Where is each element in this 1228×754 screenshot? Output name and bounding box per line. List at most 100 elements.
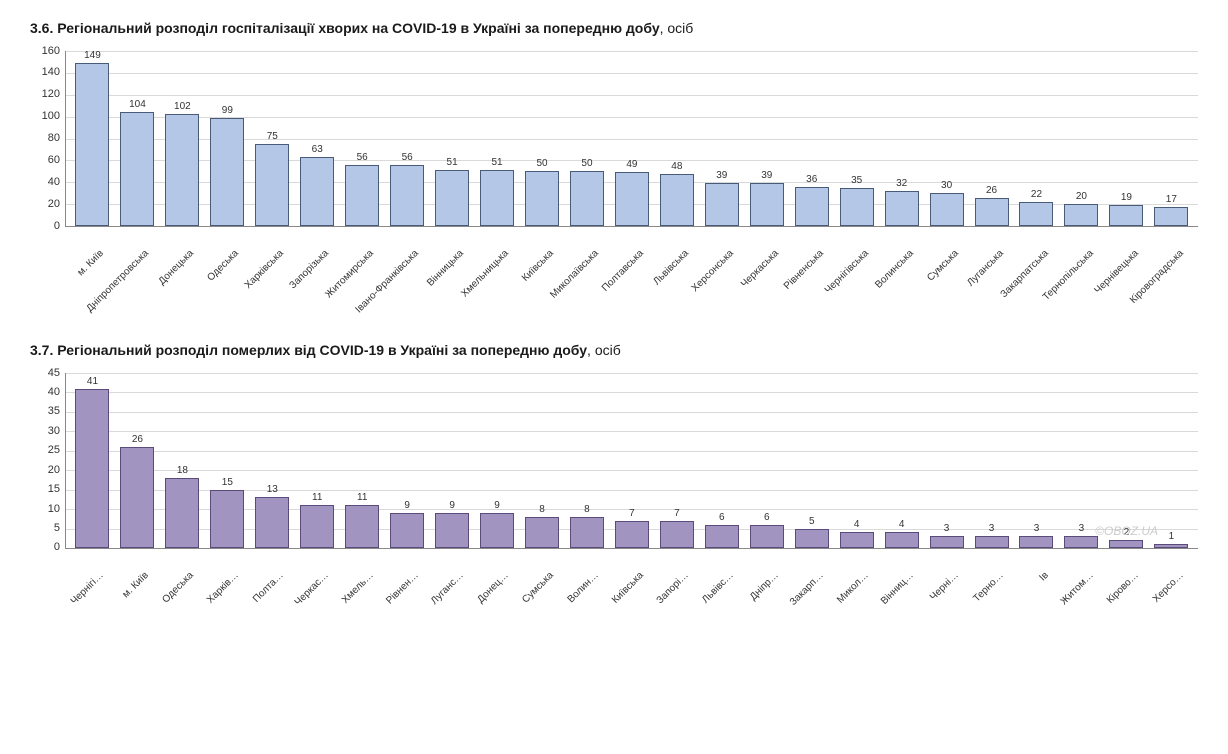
bar-wrap: 6 — [699, 512, 744, 548]
bar — [570, 171, 604, 226]
title-suffix: , осіб — [660, 20, 694, 36]
bar-value-label: 35 — [851, 175, 862, 186]
bar-wrap: 17 — [1149, 194, 1194, 226]
bar — [525, 171, 559, 226]
bar-wrap: 1 — [1149, 531, 1194, 548]
bar — [390, 513, 424, 548]
bar-wrap: 102 — [160, 101, 205, 226]
bar — [1019, 202, 1053, 226]
bar-value-label: 102 — [174, 101, 191, 112]
bar — [480, 513, 514, 548]
bar — [660, 174, 694, 227]
bar-wrap: 75 — [250, 131, 295, 226]
bar — [255, 144, 289, 226]
bar-wrap: 9 — [385, 500, 430, 548]
bar — [840, 532, 874, 548]
bar-wrap: 104 — [115, 99, 160, 226]
bar-wrap: 18 — [160, 465, 205, 548]
bar — [885, 532, 919, 548]
bar — [795, 187, 829, 226]
bar-value-label: 18 — [177, 465, 188, 476]
bar-wrap: 39 — [699, 170, 744, 226]
title-main: Регіональний розподіл померлих від COVID… — [57, 342, 587, 358]
x-axis-labels: Чернігі…м. КиївОдеськаХарків…Полта…Черка… — [65, 554, 1198, 624]
bar-wrap: 26 — [115, 434, 160, 548]
bar-wrap: 3 — [1014, 523, 1059, 548]
bar-wrap: 49 — [609, 159, 654, 226]
bar — [435, 170, 469, 226]
chart-section: 3.6. Регіональний розподіл госпіталізаці… — [30, 20, 1198, 302]
bar-value-label: 50 — [581, 158, 592, 169]
bar-value-label: 39 — [716, 170, 727, 181]
bar-wrap: 20 — [1059, 191, 1104, 226]
bar-wrap: 41 — [70, 376, 115, 548]
bar — [1154, 544, 1188, 548]
gridline — [66, 95, 1198, 96]
bar-value-label: 1 — [1169, 531, 1175, 542]
bar-value-label: 26 — [132, 434, 143, 445]
gridline — [66, 470, 1198, 471]
bar — [255, 497, 289, 548]
bar-value-label: 7 — [629, 508, 635, 519]
bar-value-label: 15 — [222, 477, 233, 488]
bar — [1109, 540, 1143, 548]
bar-wrap: 9 — [430, 500, 475, 548]
bar-value-label: 8 — [539, 504, 545, 515]
bar — [75, 63, 109, 226]
bar — [300, 505, 334, 548]
bar-wrap: 4 — [834, 519, 879, 548]
bar-value-label: 56 — [402, 152, 413, 163]
bar-value-label: 48 — [671, 161, 682, 172]
bar-value-label: 8 — [584, 504, 590, 515]
x-axis-labels: м. КиївДніпропетровськаДонецькаОдеськаХа… — [65, 232, 1198, 302]
bar-value-label: 11 — [357, 492, 367, 503]
bar-value-label: 41 — [87, 376, 98, 387]
bar — [525, 517, 559, 548]
bar-value-label: 63 — [312, 144, 323, 155]
bar-wrap: 11 — [340, 492, 385, 548]
bar-value-label: 39 — [761, 170, 772, 181]
title-suffix: , осіб — [587, 342, 621, 358]
bar-value-label: 11 — [312, 492, 322, 503]
bar-wrap: 15 — [205, 477, 250, 548]
gridline — [66, 51, 1198, 52]
bar — [615, 172, 649, 226]
bar-wrap: 63 — [295, 144, 340, 226]
bar-value-label: 26 — [986, 185, 997, 196]
gridline — [66, 451, 1198, 452]
bar-value-label: 9 — [449, 500, 455, 511]
bar-wrap: 4 — [879, 519, 924, 548]
bar-wrap: 22 — [1014, 189, 1059, 226]
bar — [930, 536, 964, 548]
bar-value-label: 5 — [809, 516, 815, 527]
bar-wrap: 6 — [744, 512, 789, 548]
bar — [975, 536, 1009, 548]
bar-value-label: 19 — [1121, 192, 1132, 203]
bar-wrap: 51 — [475, 157, 520, 226]
gridline — [66, 392, 1198, 393]
bar-value-label: 3 — [944, 523, 950, 534]
bar-wrap: 35 — [834, 175, 879, 226]
bar-value-label: 6 — [764, 512, 770, 523]
bar-value-label: 4 — [854, 519, 860, 530]
bar-wrap: 48 — [654, 161, 699, 227]
bar — [705, 183, 739, 226]
bar-value-label: 3 — [989, 523, 995, 534]
bar — [435, 513, 469, 548]
bar — [1019, 536, 1053, 548]
chart-container: 0510152025303540454126181513111199988776… — [30, 373, 1198, 549]
bar-wrap: 8 — [564, 504, 609, 548]
bar-value-label: 36 — [806, 174, 817, 185]
bar-value-label: 50 — [536, 158, 547, 169]
bar-value-label: 17 — [1166, 194, 1177, 205]
bar-value-label: 13 — [267, 484, 278, 495]
bar-value-label: 30 — [941, 180, 952, 191]
bar — [930, 193, 964, 226]
bar — [1064, 204, 1098, 226]
bar-wrap: 51 — [430, 157, 475, 226]
bar — [885, 191, 919, 226]
bar — [705, 525, 739, 548]
bar-wrap: 39 — [744, 170, 789, 226]
plot-area: 41261815131111999887766544333321©OBOZ.UA — [65, 373, 1198, 549]
bar-value-label: 6 — [719, 512, 725, 523]
